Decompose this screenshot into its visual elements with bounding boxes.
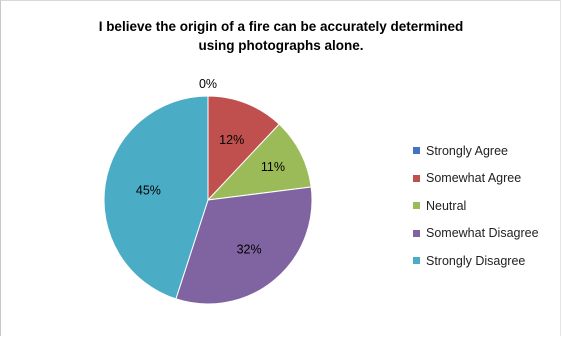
legend-label: Somewhat Disagree <box>426 226 539 241</box>
legend-label: Strongly Disagree <box>426 253 526 268</box>
legend-swatch <box>413 229 420 237</box>
legend-swatch <box>413 257 420 265</box>
legend-item: Strongly Disagree <box>413 247 539 275</box>
chart-title-line-1: I believe the origin of a fire can be ac… <box>98 19 464 34</box>
pie-slice <box>206 123 312 201</box>
data-label: 45% <box>136 184 161 198</box>
chart-title: I believe the origin of a fire can be ac… <box>61 17 501 55</box>
data-label: 11% <box>261 160 285 174</box>
data-label: 12% <box>219 133 244 147</box>
legend-label: Somewhat Agree <box>426 171 522 186</box>
legend-item: Somewhat Agree <box>413 165 539 193</box>
legend-swatch <box>413 174 420 182</box>
legend-swatch <box>413 202 420 210</box>
pie-slice <box>207 95 280 202</box>
legend-label: Neutral <box>426 198 467 213</box>
pie-slice <box>103 95 209 300</box>
legend-swatch <box>413 147 420 155</box>
legend-item: Somewhat Disagree <box>413 220 539 248</box>
data-label: 0% <box>199 77 217 91</box>
chart-title-line-2: using photographs alone. <box>198 38 364 53</box>
pie-slice <box>175 186 313 305</box>
legend-item: Neutral <box>413 192 539 220</box>
data-label: 32% <box>237 243 262 257</box>
legend: Strongly Agree Somewhat Agree Neutral So… <box>413 137 539 275</box>
legend-label: Strongly Agree <box>426 143 508 158</box>
legend-item: Strongly Agree <box>413 137 539 165</box>
